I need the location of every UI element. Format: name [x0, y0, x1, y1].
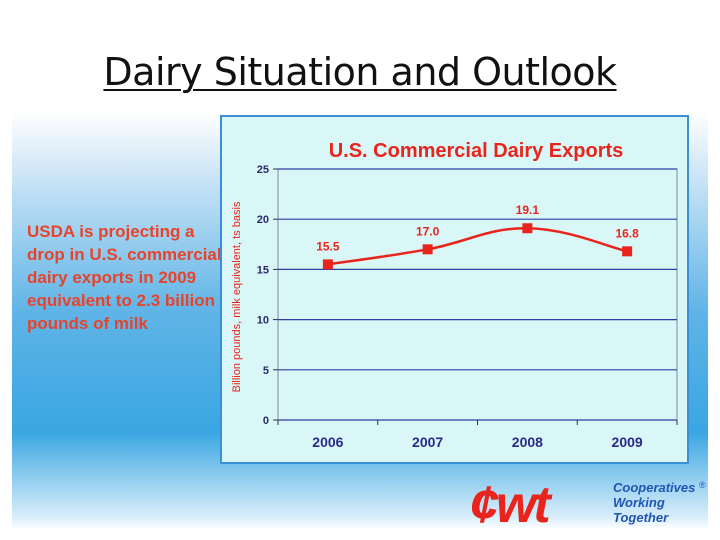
logo-mark: ¢wt: [470, 476, 553, 530]
x-tick-label: 2009: [612, 434, 643, 450]
plot-background: [277, 168, 678, 421]
chart-title: U.S. Commercial Dairy Exports: [329, 140, 624, 162]
bullet-text: USDA is projecting a drop in U.S. commer…: [27, 222, 222, 333]
x-tick-label: 2008: [512, 434, 543, 450]
logo-line-cooperatives: Cooperatives: [613, 480, 695, 495]
y-tick-label: 5: [263, 365, 269, 377]
y-tick-label: 0: [263, 415, 269, 427]
data-label: 16.8: [615, 226, 639, 240]
y-tick-label: 10: [257, 315, 269, 327]
y-tick-label: 25: [257, 164, 269, 176]
plot-area: 0 5 10 15 20 25 2006 2007 2008 2009 15.5 17.0 19.1 16…: [257, 164, 678, 450]
data-point: [322, 259, 333, 270]
logo-registered-mark: ®: [699, 480, 706, 490]
chart-panel: U.S. Commercial Dairy Exports 0 5 10 15 20 25…: [220, 115, 689, 464]
y-tick-label: 15: [257, 264, 269, 276]
data-label: 15.5: [316, 239, 340, 253]
data-point: [522, 223, 533, 234]
data-label: 17.0: [416, 224, 440, 238]
logo-line-working: Working: [613, 495, 665, 510]
y-axis-label: Billion pounds, milk equivalent, ts basi…: [231, 201, 243, 392]
exports-chart: U.S. Commercial Dairy Exports 0 5 10 15 20 25…: [231, 140, 678, 450]
data-point: [622, 246, 633, 257]
data-point: [422, 244, 433, 255]
slide: Dairy Situation and Outlook USDA is proj…: [12, 12, 708, 530]
cwt-logo: ¢wt Cooperatives ® Working Together: [470, 476, 706, 530]
logo-line-together: Together: [613, 510, 669, 525]
x-tick-label: 2007: [412, 434, 443, 450]
x-tick-label: 2006: [312, 434, 343, 450]
data-label: 19.1: [516, 203, 540, 217]
y-tick-label: 20: [257, 214, 269, 226]
series-line: [327, 226, 628, 266]
slide-title: Dairy Situation and Outlook: [103, 50, 617, 94]
